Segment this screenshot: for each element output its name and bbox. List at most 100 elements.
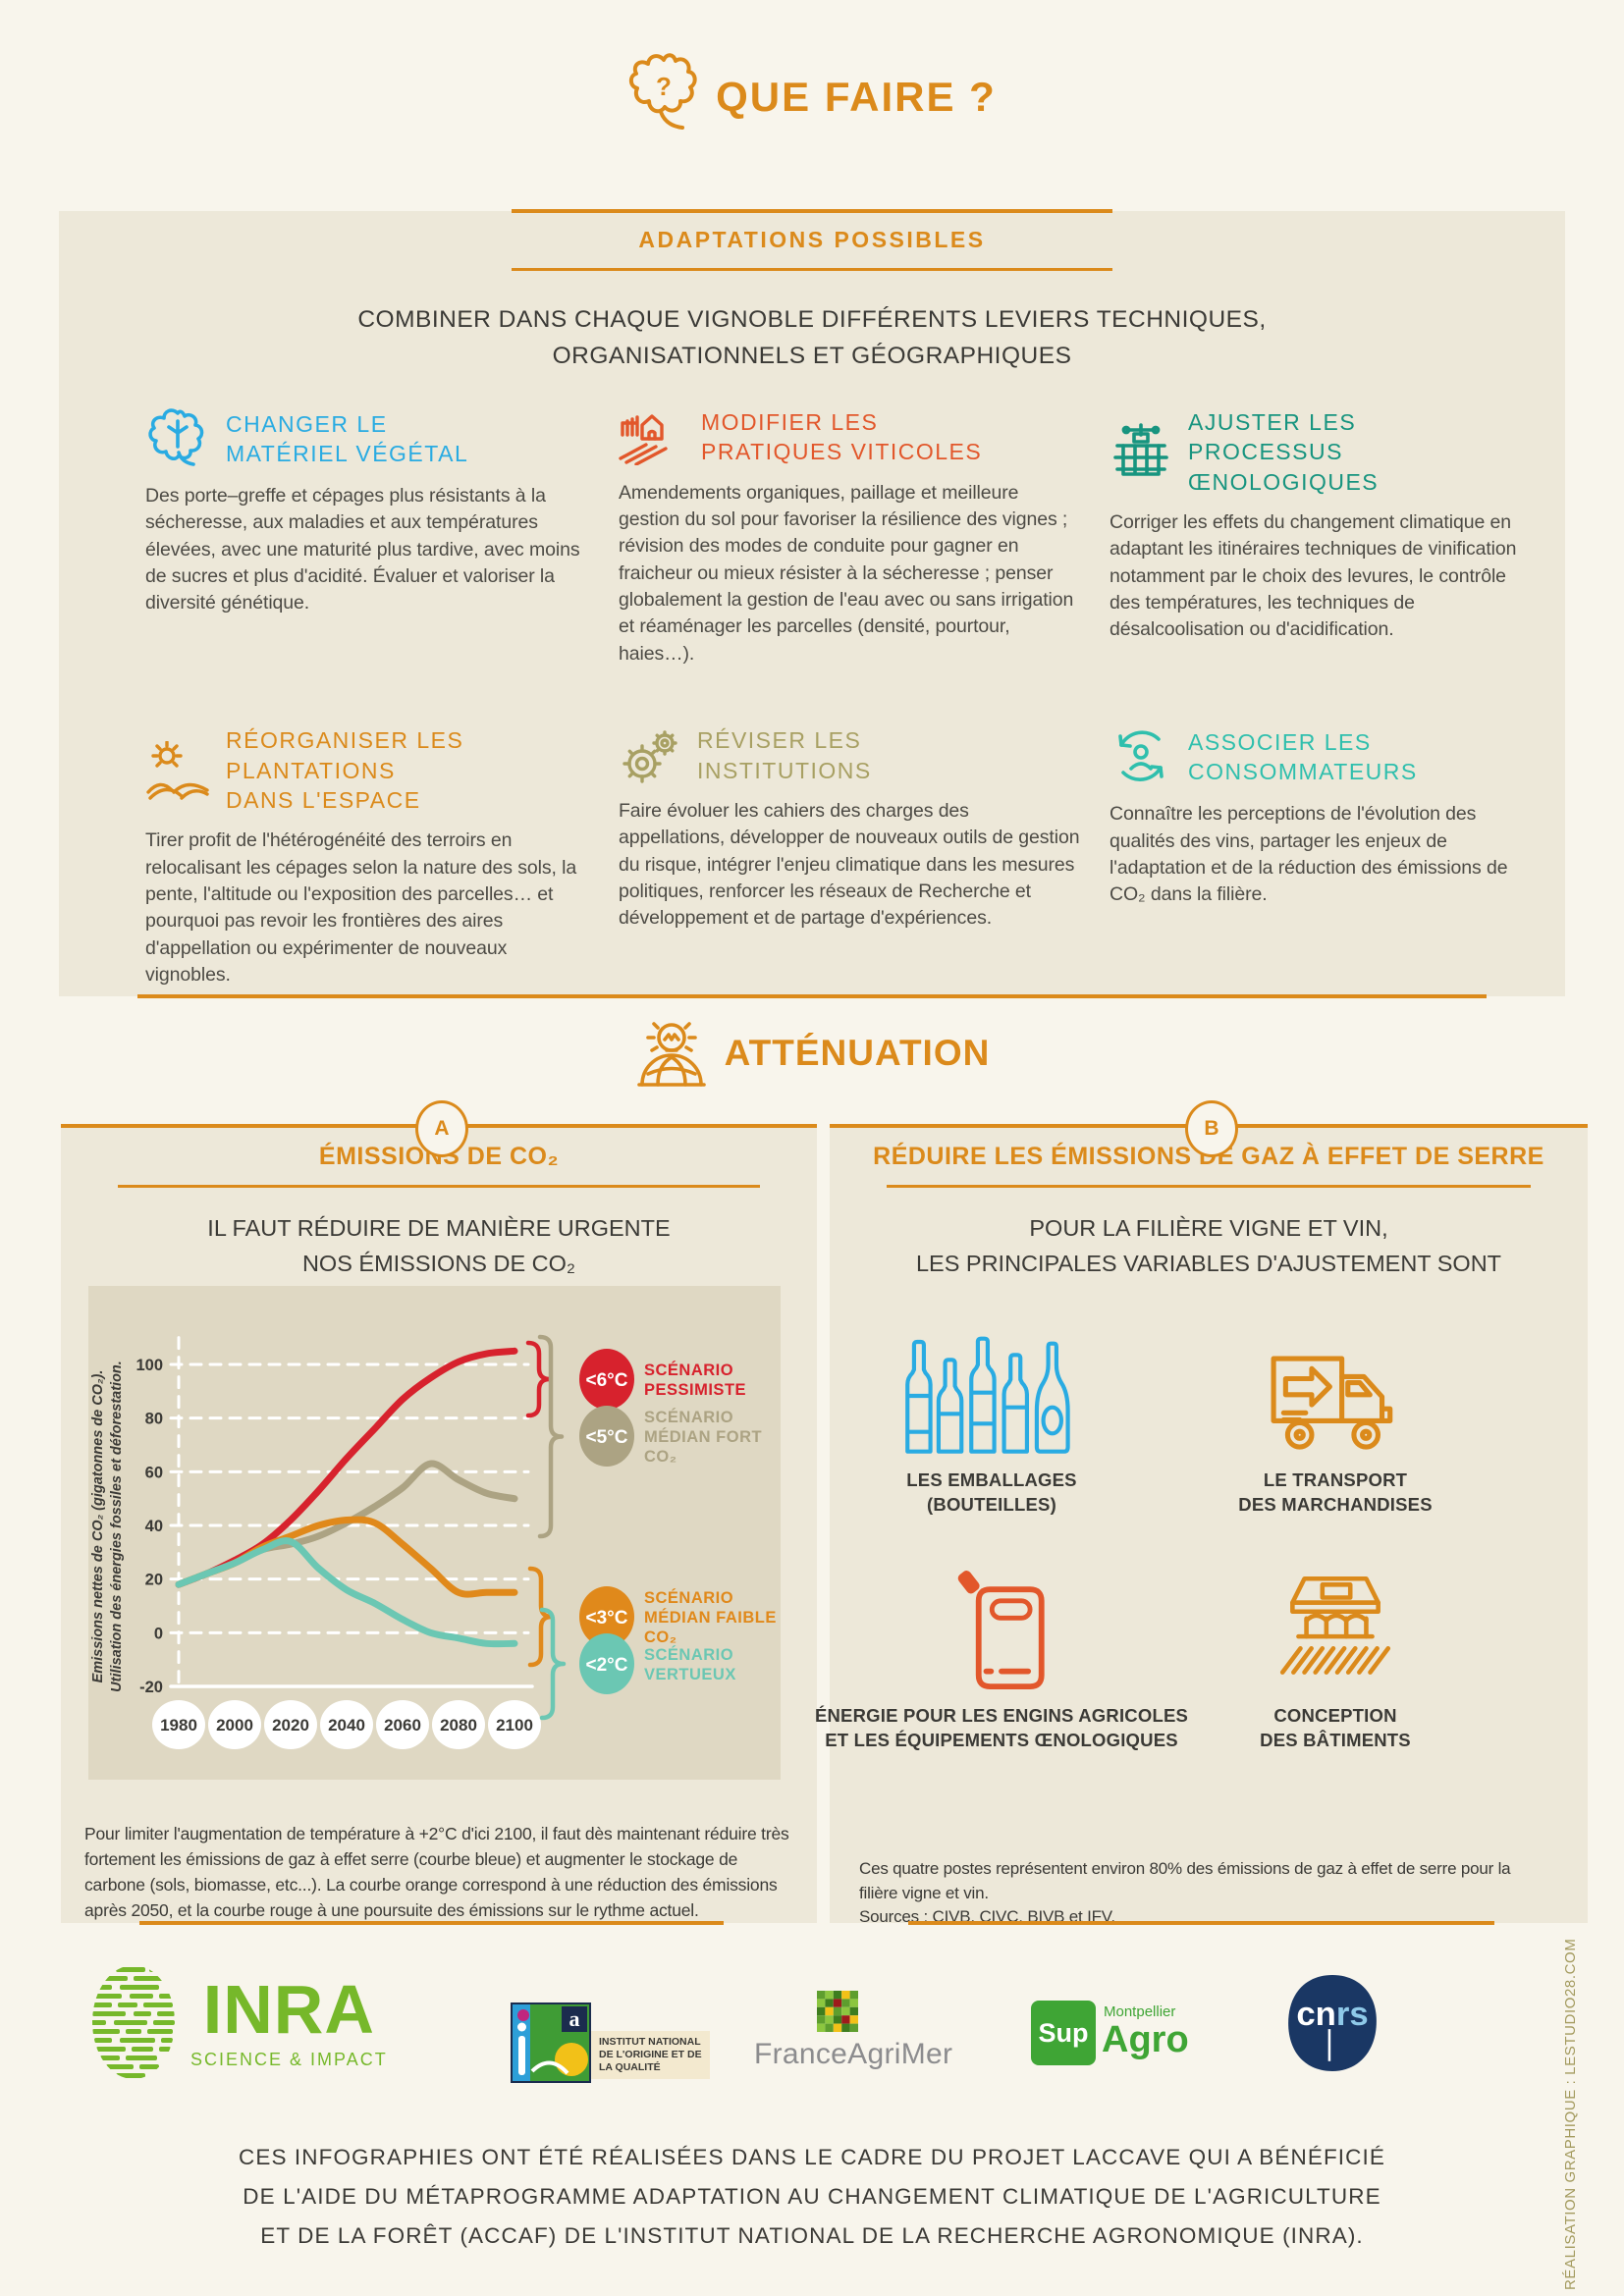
vine-leaf-question-icon: ? [629,53,697,130]
item-title: ASSOCIER LES CONSOMMATEURS [1188,728,1418,785]
logo-cnrs: cnrs [1286,1973,1379,2073]
inra-name: INRA [202,1970,375,2048]
panel-b-reduction: B RÉDUIRE LES ÉMISSIONS DE GAZ À EFFET D… [815,1100,1588,1926]
inra-tagline: SCIENCE & IMPACT [190,2049,388,2069]
panel-b-subtitle-line2: LES PRINCIPALES VARIABLES D'AJUSTEMENT S… [915,1251,1502,1276]
y-tick-label: 20 [145,1572,163,1589]
x-tick-oval [208,1700,261,1749]
b-label-line1: ÉNERGIE POUR LES ENGINS AGRICOLES [814,1705,1189,1726]
b-item-emballages: LES EMBALLAGES (BOUTEILLES) [830,1327,1154,1518]
panel-a-emissions: A ÉMISSIONS DE CO₂ IL FAUT RÉDUIRE DE MA… [61,1100,817,1925]
inra-wordmark: INRA SCIENCE & IMPACT [190,1975,388,2070]
credit-vertical: RÉALISATION GRAPHIQUE : LESTUDIO28.COM [1562,1938,1579,2290]
x-tick-label: 2060 [384,1716,421,1735]
supagro-agro: Agro [1102,2019,1189,2060]
footer-line2: DE L'AIDE DU MÉTAPROGRAMME ADAPTATION AU… [243,2184,1381,2209]
adaptation-item-processus-oenologiques: AJUSTER LES PROCESSUS ŒNOLOGIQUES Corrig… [1110,407,1527,686]
legend-label-2: CO₂ [644,1629,677,1646]
legend-badge-3 [579,1633,634,1694]
panel-b-badge: B [1185,1100,1238,1157]
legend-badge-2 [579,1586,634,1647]
adaptation-item-plantations-espace: RÉORGANISER LES PLANTATIONS DANS L'ESPAC… [145,725,589,1007]
y-tick-label: 0 [154,1625,163,1642]
co2-scenarios-chart: 100 80 60 40 20 0 -20 1980 2000 2020 2040 2060 2080… [88,1286,781,1780]
svg-text:cnrs: cnrs [1296,1996,1368,2033]
inao-caption: INSTITUT NATIONAL DE L'ORIGINE ET DE LA … [591,2030,710,2079]
series-curve-3 [175,1537,518,1648]
adaptations-rule-top [512,209,1112,213]
legend-badge-temp-3: <2°C [586,1655,628,1676]
attenuation-heading-text: ATTÉNUATION [724,1033,991,1073]
adaptation-item-institutions: RÉVISER LES INSTITUTIONS Faire évoluer l… [619,725,1080,1007]
wine-press-icon [1110,421,1172,484]
attenuation-heading: ATTÉNUATION [0,1017,1624,1090]
supagro-wordmark: Montpellier Agro [1102,2001,1189,2058]
legend-badge-temp-2: <3°C [586,1608,628,1629]
inao-mark-icon: a [511,2002,591,2083]
chart-y-axis-title: Emissions nettes de CO₂ (gigatonnes de C… [90,1361,125,1692]
chart-y-tick-labels: 100 80 60 40 20 0 -20 [135,1357,163,1696]
inao-caption-line3: LA QUALITÉ [599,2060,661,2073]
y-tick-label: 80 [145,1411,163,1428]
footer-credits: CES INFOGRAPHIES ONT ÉTÉ RÉALISÉES DANS … [98,2138,1526,2256]
panel-b-rule-under [887,1185,1531,1188]
jerrican-icon [810,1563,1193,1690]
logo-franceagrimer: FranceAgriMer [754,1991,952,2071]
panel-a-subtitle-line1: IL FAUT RÉDUIRE DE MANIÈRE URGENTE [207,1215,671,1241]
supagro-square: Sup [1031,2001,1096,2065]
footer-line1: CES INFOGRAPHIES ONT ÉTÉ RÉALISÉES DANS … [239,2145,1385,2169]
b-item-label: LES EMBALLAGES (BOUTEILLES) [830,1468,1154,1518]
item-body: Faire évoluer les cahiers des charges de… [619,800,1080,930]
panel-a-badge: A [415,1100,468,1157]
page-title: ? QUE FAIRE ? [0,51,1624,143]
y-tick-label: 100 [135,1357,163,1374]
logo-supagro: Sup Montpellier Agro [1031,2001,1189,2065]
franceagrimer-mosaic-icon [817,1991,858,2032]
icon-question-mark: ? [656,72,672,101]
legend-label-1: MÉDIAN FORT [644,1427,762,1446]
chart-gridlines [169,1336,534,1688]
panel-b-subtitle-line1: POUR LA FILIÈRE VIGNE ET VIN, [1029,1215,1388,1241]
chart-background [88,1286,781,1780]
panel-b-note: Ces quatre postes représentent environ 8… [859,1857,1552,1930]
item-head: CHANGER LE MATÉRIEL VÉGÉTAL [145,407,589,470]
legend-brace-1 [537,1334,565,1539]
cnrs-blob-icon: cnrs [1288,1975,1377,2071]
consumers-cycle-icon [1110,725,1172,788]
item-head: ASSOCIER LES CONSOMMATEURS [1110,725,1527,788]
adaptations-intro-line1: COMBINER DANS CHAQUE VIGNOBLE DIFFÉRENTS… [357,306,1267,333]
adaptation-item-materiel-vegetal: CHANGER LE MATÉRIEL VÉGÉTAL Des porte–gr… [145,407,589,686]
legend-badge-1 [579,1406,634,1467]
panel-b-subtitle: POUR LA FILIÈRE VIGNE ET VIN, LES PRINCI… [830,1210,1588,1281]
item-body: Corriger les effets du changement climat… [1110,511,1517,641]
legend-brace-3 [539,1607,567,1721]
franceagrimer-name: FranceAgriMer [754,2038,953,2070]
b-label-line2: ET LES ÉQUIPEMENTS ŒNOLOGIQUES [825,1729,1178,1750]
supagro-city: Montpellier [1104,2003,1176,2020]
x-tick-label: 2020 [272,1716,309,1735]
x-tick-oval [432,1700,485,1749]
chart-legend: <6°C SCÉNARIOPESSIMISTE<5°CSCÉNARIOMÉDIAN… [525,1334,776,1721]
bulb-globe-icon [636,1022,706,1087]
item-title: MODIFIER LES PRATIQUES VITICOLES [701,409,983,465]
adaptations-rule-mid [512,268,1112,271]
inao-caption-line2: DE L'ORIGINE ET DE [599,2048,702,2060]
legend-label-1: SCÉNARIO [644,1408,733,1426]
legend-badge-temp-1: <5°C [586,1427,628,1448]
item-title: RÉORGANISER LES PLANTATIONS DANS L'ESPAC… [226,727,464,814]
gears-icon [619,727,681,784]
legend-label-0: PESSIMISTE [644,1381,746,1399]
footer-line3: ET DE LA FORÊT (ACCAF) DE L'INSTITUT NAT… [260,2223,1364,2248]
adaptations-grid: CHANGER LE MATÉRIEL VÉGÉTAL Des porte–gr… [145,407,1527,1008]
vine-leaf-icon [145,407,210,470]
item-head: AJUSTER LES PROCESSUS ŒNOLOGIQUES [1110,407,1527,497]
farm-house-icon [619,408,685,466]
item-head: RÉORGANISER LES PLANTATIONS DANS L'ESPAC… [145,725,589,815]
x-tick-oval [320,1700,373,1749]
b-label-line1: LES EMBALLAGES [906,1469,1077,1490]
x-tick-label: 2080 [440,1716,477,1735]
x-tick-oval [152,1700,205,1749]
panel-a-rule-bottom [139,1921,724,1925]
svg-text:a: a [569,2006,580,2031]
